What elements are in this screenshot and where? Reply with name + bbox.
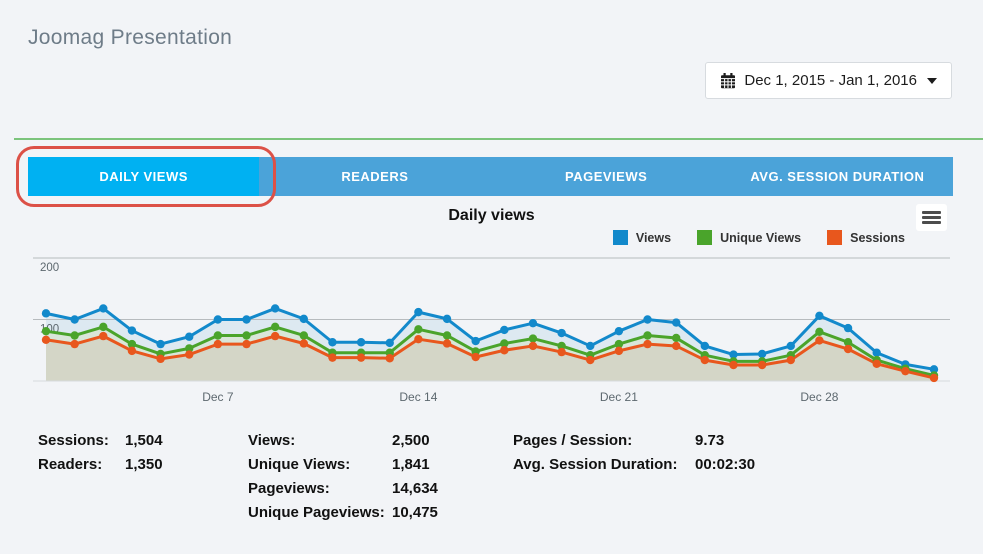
page-title: Joomag Presentation <box>28 26 233 49</box>
stat-avg-session-duration: Avg. Session Duration: 00:02:30 <box>513 455 756 473</box>
tab-readers[interactable]: READERS <box>341 169 409 184</box>
legend-label: Views <box>635 230 672 245</box>
legend-item[interactable]: Sessions <box>827 230 905 245</box>
calendar-icon <box>720 72 736 89</box>
legend-item[interactable]: Unique Views <box>697 230 801 245</box>
legend-label: Unique Views <box>720 230 802 245</box>
stats-column-session-metrics: Pages / Session: 9.73 Avg. Session Durat… <box>513 428 755 476</box>
legend-swatch <box>827 230 843 245</box>
stat-readers: Readers: 1,350 <box>38 455 163 473</box>
legend-swatch <box>612 230 628 245</box>
stat-pages-per-session: Pages / Session: 9.73 <box>513 431 725 449</box>
stat-unique-pageviews: Unique Pageviews: 10,475 <box>248 503 438 521</box>
legend-label: Sessions <box>850 230 905 245</box>
legend-item[interactable]: Views <box>612 230 672 245</box>
tab-avg-session-duration[interactable]: AVG. SESSION DURATION <box>750 169 925 184</box>
date-range-button[interactable]: Dec 1, 2015 - Jan 1, 2016 <box>705 62 952 99</box>
svg-text:200: 200 <box>40 262 59 274</box>
stat-unique-views: Unique Views: 1,841 <box>248 455 430 473</box>
svg-text:Dec 7: Dec 7 <box>202 390 234 404</box>
stats-column-sessions: Sessions: 1,504 Readers: 1,350 <box>38 428 163 476</box>
stats-column-views: Views: 2,500 Unique Views: 1,841 Pagevie… <box>248 428 438 524</box>
legend-swatch <box>697 230 713 245</box>
date-range-label: Dec 1, 2015 - Jan 1, 2016 <box>744 72 917 89</box>
tab-pageviews[interactable]: PAGEVIEWS <box>564 169 648 184</box>
metric-tabbar: DAILY VIEWS READERS PAGEVIEWS AVG. SESSI… <box>28 157 953 196</box>
svg-text:Dec 21: Dec 21 <box>600 390 638 404</box>
stat-sessions: Sessions: 1,504 <box>38 431 163 449</box>
top-separator <box>14 138 983 140</box>
chevron-down-icon <box>927 77 937 84</box>
tab-daily-views[interactable]: DAILY VIEWS <box>28 157 260 196</box>
hamburger-menu-icon[interactable] <box>916 204 947 231</box>
chart-title: Daily views <box>448 207 535 224</box>
stat-views: Views: 2,500 <box>248 431 430 449</box>
svg-text:Dec 14: Dec 14 <box>399 390 437 404</box>
chart-legend: Views Unique Views Sessions <box>612 230 905 245</box>
svg-text:Dec 28: Dec 28 <box>800 390 838 404</box>
stat-pageviews: Pageviews: 14,634 <box>248 479 438 497</box>
